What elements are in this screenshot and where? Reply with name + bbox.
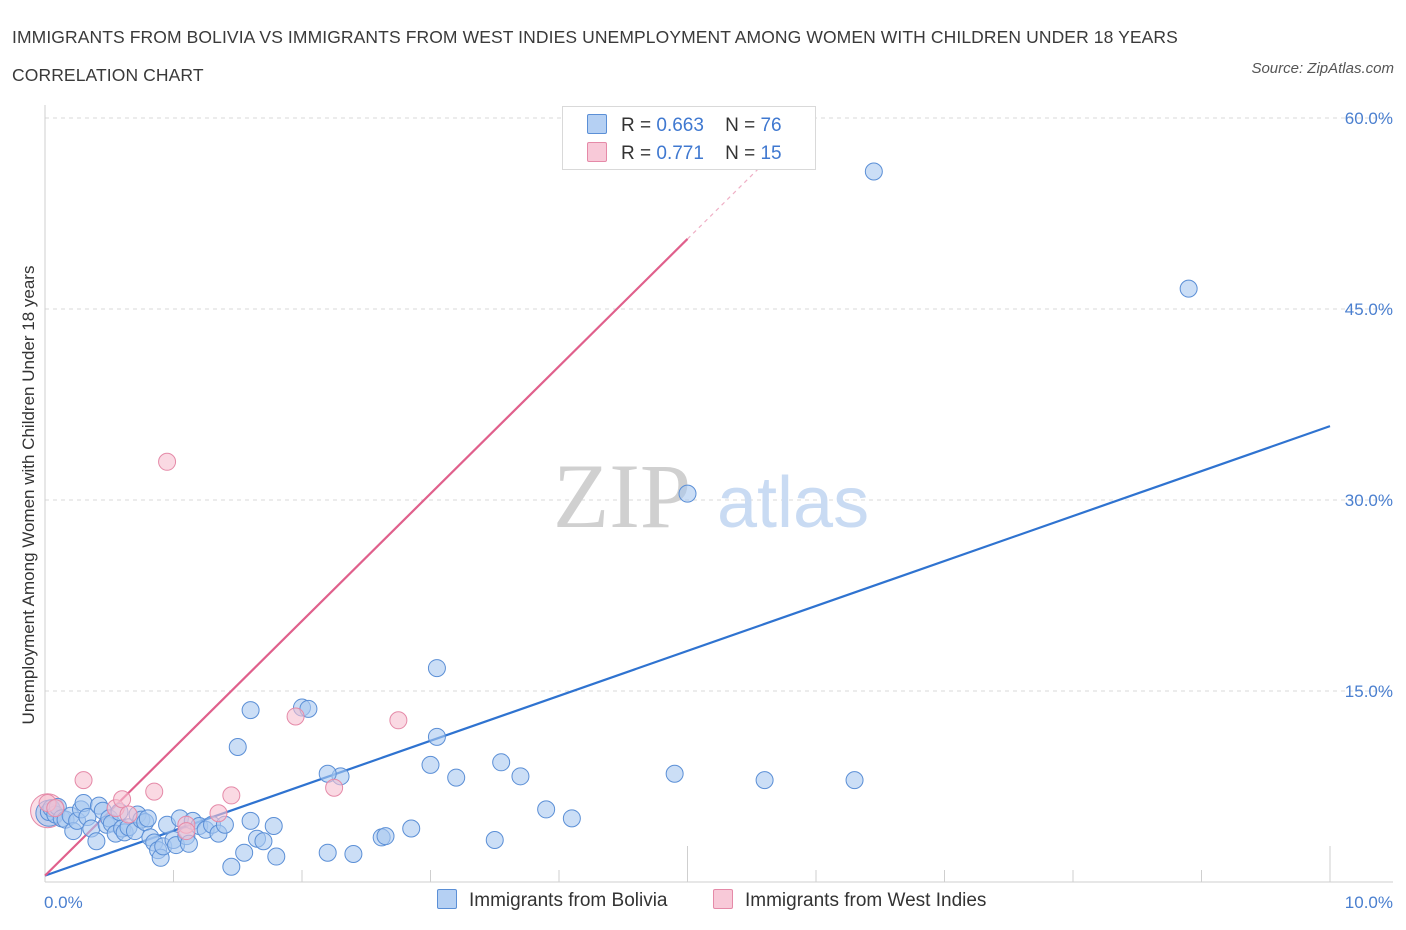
bolivia-point	[427, 659, 446, 678]
legend-n-label: N =	[725, 143, 756, 164]
bolivia-point	[87, 832, 106, 851]
bolivia-point	[562, 809, 581, 828]
bolivia-point	[264, 816, 283, 835]
bolivia-point	[376, 827, 395, 846]
west-indies-point	[46, 799, 65, 818]
legend-row-west-indies: R = 0.771 N = 15	[587, 142, 782, 166]
watermark-atlas: atlas	[717, 463, 869, 543]
y-tick-label: 45.0%	[1345, 300, 1393, 319]
bolivia-point	[421, 755, 440, 774]
bolivia-point	[318, 843, 337, 862]
legend-swatch-bolivia	[587, 114, 607, 134]
bolivia-point	[427, 727, 446, 746]
bolivia-point	[537, 800, 556, 819]
x-tick-label: 10.0%	[1345, 893, 1393, 912]
bolivia-point	[241, 701, 260, 720]
legend-n-value-west-indies: 15	[760, 143, 782, 164]
bolivia-point	[138, 809, 157, 828]
watermark-zip: ZIP	[553, 445, 691, 547]
series-swatch-bolivia	[437, 889, 457, 909]
west-indies-point	[209, 804, 228, 823]
stats-legend: R = 0.663 N = 76 R = 0.771 N = 15	[562, 106, 816, 170]
west-indies-point	[74, 771, 93, 790]
west-indies-point	[158, 452, 177, 471]
legend-n-value-bolivia: 76	[760, 115, 782, 136]
legend-n-label: N =	[725, 115, 756, 136]
axes: 15.0% 30.0% 45.0% 60.0% 0.0% 10.0%	[44, 105, 1393, 912]
legend-r-label: R =	[621, 115, 652, 136]
bolivia-point	[864, 162, 883, 181]
bolivia-point	[447, 768, 466, 787]
bolivia-point	[241, 811, 260, 830]
west-indies-point	[325, 778, 344, 797]
series-swatch-west-indies	[713, 889, 733, 909]
bolivia-point	[485, 830, 504, 849]
west-indies-point	[145, 782, 164, 801]
bolivia-point	[235, 843, 254, 862]
gridlines	[45, 117, 1390, 692]
x-tick-label: 0.0%	[44, 893, 83, 912]
legend-r-value-bolivia: 0.663	[656, 115, 704, 136]
bolivia-point	[1179, 279, 1198, 298]
series-label-west-indies: Immigrants from West Indies	[745, 890, 987, 911]
y-axis-label: Unemployment Among Women with Children U…	[19, 266, 38, 725]
bolivia-point	[402, 819, 421, 838]
y-tick-label: 15.0%	[1345, 682, 1393, 701]
bolivia-point	[267, 847, 286, 866]
source-label: Source: ZipAtlas.com	[1251, 60, 1394, 77]
y-tick-label: 60.0%	[1345, 109, 1393, 128]
bolivia-point	[222, 857, 241, 876]
legend-row-bolivia: R = 0.663 N = 76	[587, 114, 782, 138]
bolivia-point	[755, 771, 774, 790]
bolivia-trend-line	[44, 425, 1331, 877]
west-indies-point	[222, 786, 241, 805]
y-tick-label: 30.0%	[1345, 491, 1393, 510]
bolivia-point	[845, 771, 864, 790]
west-indies-point	[286, 707, 305, 726]
legend-swatch-west-indies	[587, 142, 607, 162]
series-legend-bolivia: Immigrants from Bolivia	[437, 889, 668, 912]
series-legend-west-indies: Immigrants from West Indies	[713, 889, 986, 912]
series-label-bolivia: Immigrants from Bolivia	[469, 890, 668, 911]
bolivia-point	[344, 844, 363, 863]
bolivia-point	[492, 753, 511, 772]
west-indies-point	[113, 790, 132, 809]
bolivia-point	[228, 738, 247, 757]
west-indies-point	[177, 822, 196, 841]
bolivia-point	[665, 764, 684, 783]
watermark: ZIP atlas	[553, 445, 869, 547]
bolivia-point	[678, 484, 697, 503]
bolivia-point	[254, 832, 273, 851]
data-points	[30, 162, 1198, 876]
bolivia-point	[511, 767, 530, 786]
west-indies-point	[119, 805, 138, 824]
legend-r-label: R =	[621, 143, 652, 164]
west-indies-point	[389, 711, 408, 730]
chart-title: IMMIGRANTS FROM BOLIVIA VS IMMIGRANTS FR…	[12, 27, 1178, 85]
west-indies-trend-line	[44, 238, 689, 877]
legend-r-value-west-indies: 0.771	[656, 143, 704, 164]
